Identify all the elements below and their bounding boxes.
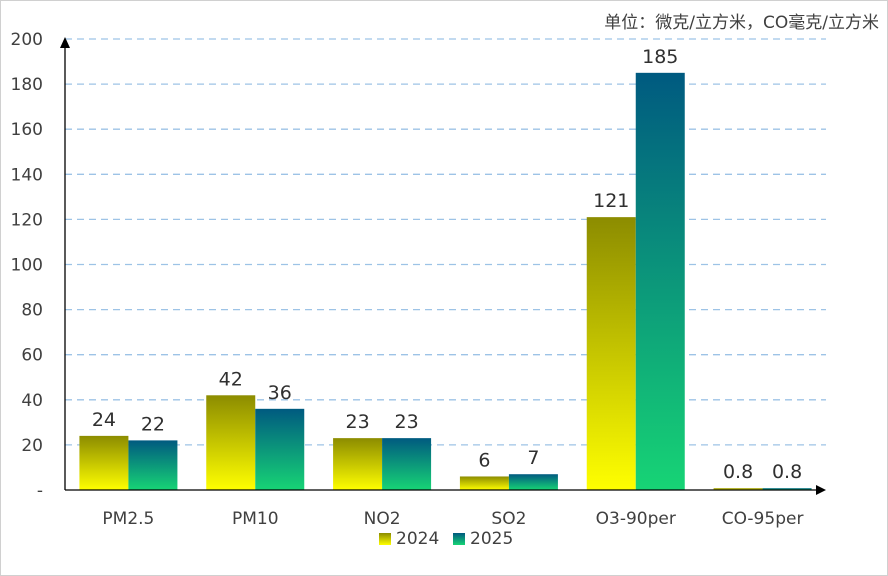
bar-2024 bbox=[333, 438, 383, 490]
y-tick-label: 180 bbox=[11, 75, 43, 95]
bar-2025 bbox=[508, 474, 558, 490]
y-tick-label: 100 bbox=[11, 256, 43, 276]
legend: 2024 2025 bbox=[379, 529, 513, 549]
data-label: 121 bbox=[593, 190, 629, 212]
y-tick-label: - bbox=[37, 481, 43, 501]
bar-2025 bbox=[255, 408, 305, 490]
bar-2024 bbox=[586, 217, 636, 490]
data-label: 0.8 bbox=[723, 461, 753, 483]
x-category-label: CO-95per bbox=[722, 509, 804, 529]
data-label: 23 bbox=[394, 411, 418, 433]
y-tick-label: 160 bbox=[11, 120, 43, 140]
y-tick-label: 140 bbox=[11, 165, 43, 185]
data-label: 185 bbox=[642, 46, 678, 68]
gridlines bbox=[65, 38, 826, 446]
bar-2024 bbox=[79, 435, 129, 490]
data-label: 24 bbox=[92, 409, 116, 431]
data-label: 36 bbox=[268, 382, 292, 404]
data-label: 6 bbox=[478, 449, 490, 471]
bar-2024 bbox=[459, 476, 509, 490]
x-category-label: O3-90per bbox=[596, 509, 676, 529]
y-tick-label: 40 bbox=[21, 391, 43, 411]
data-label: 0.8 bbox=[772, 461, 802, 483]
bar-2025 bbox=[635, 72, 685, 490]
data-label: 22 bbox=[141, 413, 165, 435]
legend-label-2025: 2025 bbox=[470, 529, 513, 549]
y-tick-label: 200 bbox=[11, 30, 43, 50]
bars bbox=[79, 72, 812, 490]
legend-swatch-2024 bbox=[379, 533, 391, 545]
bar-2025 bbox=[128, 440, 178, 490]
y-tick-label: 80 bbox=[21, 301, 43, 321]
x-category-label: SO2 bbox=[491, 509, 526, 529]
legend-label-2024: 2024 bbox=[396, 529, 439, 549]
bar-2025 bbox=[382, 438, 432, 490]
y-tick-label: 20 bbox=[21, 436, 43, 456]
data-label: 23 bbox=[345, 411, 369, 433]
y-tick-label: 120 bbox=[11, 210, 43, 230]
y-tick-label: 60 bbox=[21, 346, 43, 366]
bar-2025 bbox=[762, 488, 812, 490]
x-category-label: NO2 bbox=[364, 509, 401, 529]
data-label: 7 bbox=[527, 447, 539, 469]
legend-swatch-2025 bbox=[453, 533, 465, 545]
x-category-label: PM10 bbox=[232, 509, 279, 529]
y-axis-arrow bbox=[60, 37, 70, 48]
labels: - 20 40 60 80 100 120 140 160 180 200 24 22 PM2.5 42 36… bbox=[11, 30, 804, 529]
x-axis-arrow bbox=[816, 485, 826, 495]
unit-note: 单位：微克/立方米，CO毫克/立方米 bbox=[604, 13, 879, 33]
bar-2024 bbox=[206, 395, 256, 490]
data-label: 42 bbox=[219, 368, 243, 390]
axes bbox=[60, 37, 826, 495]
x-category-label: PM2.5 bbox=[102, 509, 154, 529]
bar-2024 bbox=[713, 488, 763, 490]
